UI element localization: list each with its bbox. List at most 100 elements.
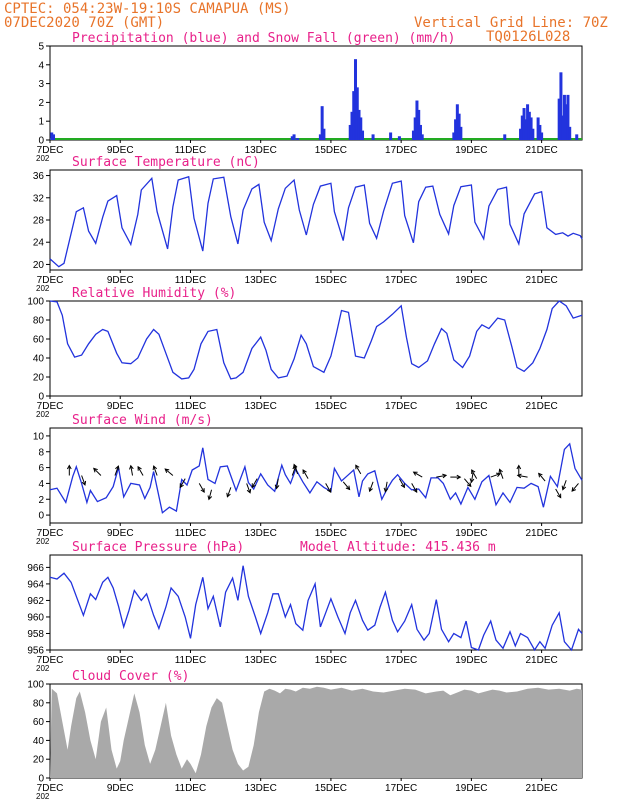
wind-vector-head <box>561 485 567 491</box>
y-tick-label: 1 <box>38 117 44 128</box>
x-tick-label: 19DEC <box>455 528 487 539</box>
wind-vector <box>470 472 474 483</box>
wind-vector-head <box>129 464 134 470</box>
wind-vector-head <box>66 464 72 470</box>
precip-bar <box>527 111 531 140</box>
wind-vector <box>471 469 478 479</box>
precip-bar <box>559 72 563 140</box>
wind-vector <box>325 483 332 493</box>
year-stub: 202 <box>36 792 50 800</box>
vertical-grid-label: Vertical Grid Line: 70Z <box>414 15 608 31</box>
x-tick-label: 17DEC <box>385 401 417 412</box>
x-tick-label: 19DEC <box>455 655 487 666</box>
precip-bar <box>540 132 544 140</box>
x-tick-label: 13DEC <box>245 783 277 794</box>
precip-bar <box>457 113 461 140</box>
precip-bar <box>292 134 296 140</box>
y-tick-label: 960 <box>27 612 44 623</box>
x-tick-label: 15DEC <box>315 655 347 666</box>
x-tick-label: 17DEC <box>385 145 417 156</box>
precip-bar <box>397 136 401 140</box>
precipitation-ticks: 0 1 2 3 4 5 7DEC 9DEC 11DEC 13DEC 15DEC 17DEC 19DEC 2… <box>36 42 558 164</box>
x-tick-label: 21DEC <box>525 783 557 794</box>
wind-vector <box>411 483 418 493</box>
wind-vector <box>490 473 501 478</box>
wind-vector <box>226 487 232 497</box>
wind-vector <box>342 481 351 490</box>
precip-bar <box>420 134 424 140</box>
x-tick-label: 19DEC <box>455 145 487 156</box>
wind-vector <box>276 478 279 489</box>
wind-vector-head <box>538 472 543 478</box>
year-stub: 202 <box>36 410 50 419</box>
wind-vector-head <box>246 488 252 494</box>
x-tick-label: 19DEC <box>455 275 487 286</box>
wind-vector-head <box>137 465 142 471</box>
x-tick-label: 15DEC <box>315 783 347 794</box>
x-tick-label: 17DEC <box>385 783 417 794</box>
wind-vector-head <box>383 487 389 493</box>
year-stub: 202 <box>36 284 50 293</box>
x-tick-label: 11DEC <box>175 783 207 794</box>
y-tick-label: 36 <box>33 171 45 182</box>
precip-bar <box>359 117 363 140</box>
x-tick-label: 7DEC <box>37 275 64 286</box>
wind-vector-head <box>400 483 405 489</box>
wind-vector-head <box>326 488 332 493</box>
precip-bar <box>413 117 417 140</box>
x-tick-label: 11DEC <box>175 655 207 666</box>
x-tick-label: 15DEC <box>315 275 347 286</box>
temperature-marks <box>49 175 583 268</box>
wind-vector <box>517 474 528 478</box>
y-tick-label: 6 <box>38 463 44 474</box>
precip-bar <box>526 104 530 140</box>
series-line <box>49 300 583 380</box>
wind-vector <box>293 464 299 475</box>
wind-vector-head <box>355 464 360 470</box>
x-tick-label: 19DEC <box>455 401 487 412</box>
model-code-label: TQ0126L028 <box>486 29 570 45</box>
precip-bar <box>417 109 421 140</box>
series-line <box>49 565 583 652</box>
y-tick-label: 24 <box>33 238 45 249</box>
precip-bar <box>355 87 359 140</box>
x-tick-label: 7DEC <box>37 401 64 412</box>
precip-bar <box>318 134 322 140</box>
cloud-area <box>50 686 582 778</box>
wind-vector <box>302 469 309 479</box>
wind-vector-head <box>498 468 503 474</box>
wind-vector-head <box>207 495 213 501</box>
precip-bar <box>418 124 422 140</box>
wind-vector-head <box>466 482 472 488</box>
x-tick-label: 9DEC <box>107 401 134 412</box>
wind-vector-head <box>556 493 562 499</box>
y-tick-label: 20 <box>33 373 45 384</box>
x-tick-label: 15DEC <box>315 401 347 412</box>
wind-vector <box>179 478 186 488</box>
wind-vector <box>538 473 546 482</box>
y-tick-label: 80 <box>33 698 45 709</box>
y-tick-label: 5 <box>38 42 44 53</box>
wind-vector <box>137 466 144 476</box>
wind-vector-head <box>164 468 170 473</box>
x-tick-label: 11DEC <box>175 401 207 412</box>
humidity-marks <box>49 300 583 380</box>
temperature-ticks: 20 24 28 32 36 7DEC 9DEC 11DEC 13DEC 15DEC 17DEC 19… <box>33 171 558 293</box>
precip-bar <box>452 132 456 140</box>
precip-bar <box>415 100 419 140</box>
precip-bar <box>520 115 524 140</box>
y-tick-label: 100 <box>27 297 44 308</box>
wind-vector <box>555 488 562 498</box>
series-line <box>49 442 583 514</box>
y-tick-label: 0 <box>38 392 44 403</box>
y-tick-label: 28 <box>33 216 45 227</box>
wind-ticks: 0 2 4 6 8 10 7DEC 9DEC 11DEC 13DEC 15DEC 17DEC 19DEC… <box>33 431 558 546</box>
x-tick-label: 21DEC <box>525 401 557 412</box>
precip-bar <box>411 130 415 140</box>
wind-vector-head <box>469 478 475 484</box>
precipitation-frame <box>49 45 583 141</box>
precip-bar <box>568 126 572 140</box>
precip-bar <box>536 117 540 140</box>
precip-bar <box>371 134 375 140</box>
precip-bar <box>519 128 523 140</box>
